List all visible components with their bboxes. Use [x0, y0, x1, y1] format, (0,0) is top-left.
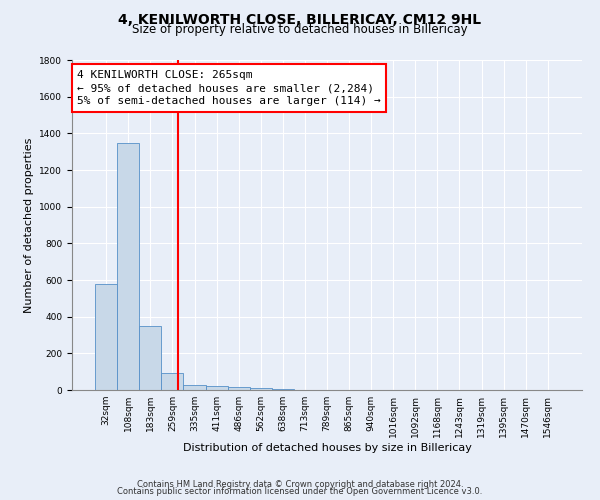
Text: Contains public sector information licensed under the Open Government Licence v3: Contains public sector information licen… — [118, 487, 482, 496]
Text: Size of property relative to detached houses in Billericay: Size of property relative to detached ho… — [132, 22, 468, 36]
Bar — [206, 386, 227, 390]
Bar — [95, 284, 117, 390]
Text: 4, KENILWORTH CLOSE, BILLERICAY, CM12 9HL: 4, KENILWORTH CLOSE, BILLERICAY, CM12 9H… — [118, 12, 482, 26]
Text: 4 KENILWORTH CLOSE: 265sqm
← 95% of detached houses are smaller (2,284)
5% of se: 4 KENILWORTH CLOSE: 265sqm ← 95% of deta… — [77, 70, 381, 106]
Text: Contains HM Land Registry data © Crown copyright and database right 2024.: Contains HM Land Registry data © Crown c… — [137, 480, 463, 489]
Y-axis label: Number of detached properties: Number of detached properties — [24, 138, 34, 312]
Bar — [250, 388, 272, 390]
Bar — [184, 384, 206, 390]
Bar — [117, 142, 139, 390]
Bar — [227, 387, 250, 390]
Bar — [139, 326, 161, 390]
X-axis label: Distribution of detached houses by size in Billericay: Distribution of detached houses by size … — [182, 442, 472, 452]
Bar — [161, 372, 184, 390]
Bar — [272, 389, 294, 390]
